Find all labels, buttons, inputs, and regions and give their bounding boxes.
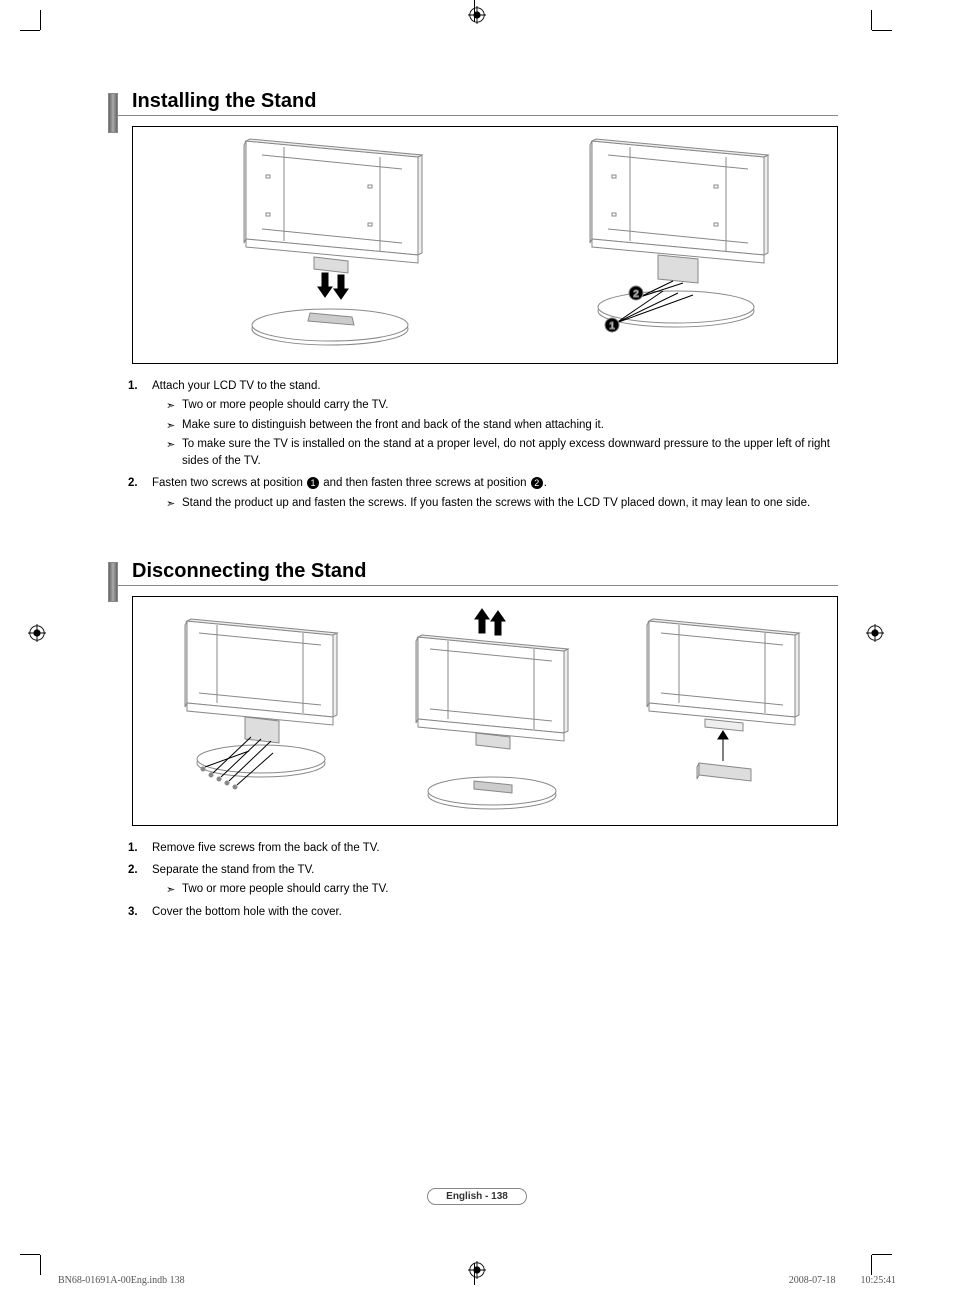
arrow-icon: ➣: [166, 398, 182, 415]
disconnect-diagram: [132, 596, 838, 826]
registration-mark-icon: [468, 6, 486, 24]
arrow-icon: ➣: [166, 437, 182, 472]
svg-text:1: 1: [609, 321, 615, 332]
step-number: 2.: [128, 475, 152, 514]
section-title: Disconnecting the Stand: [132, 560, 366, 583]
tv-install-step1-icon: [162, 133, 462, 357]
registration-mark-icon: [866, 624, 884, 642]
section-bar-icon: [108, 93, 118, 133]
tv-disconnect-step3-icon: [605, 603, 827, 819]
tv-disconnect-step1-icon: [143, 603, 365, 819]
print-file: BN68-01691A-00Eng.indb 138: [58, 1275, 185, 1286]
step-text: Separate the stand from the TV.: [152, 862, 838, 879]
step-number: 3.: [128, 904, 152, 923]
sub-text: Make sure to distinguish between the fro…: [182, 417, 838, 434]
arrow-icon: ➣: [166, 882, 182, 899]
step-number: 1.: [128, 378, 152, 472]
circled-number-icon: 2: [531, 477, 543, 489]
page-number-pill: English - 138: [427, 1188, 527, 1205]
section-disconnecting: Disconnecting the Stand: [108, 560, 838, 923]
sub-text: Two or more people should carry the TV.: [182, 881, 838, 898]
page-footer: English - 138: [0, 1186, 954, 1205]
svg-text:2: 2: [633, 289, 639, 300]
sub-text: Stand the product up and fasten the scre…: [182, 495, 838, 512]
step-text: Fasten two screws at position 1 and then…: [152, 475, 838, 492]
sub-text: Two or more people should carry the TV.: [182, 397, 838, 414]
step-text: Remove five screws from the back of the …: [152, 840, 838, 857]
step-number: 1.: [128, 840, 152, 859]
arrow-icon: ➣: [166, 496, 182, 513]
install-diagram: 2 1: [132, 126, 838, 364]
install-instructions: 1. Attach your LCD TV to the stand. ➣Two…: [128, 378, 838, 514]
circled-number-icon: 1: [307, 477, 319, 489]
registration-mark-icon: [28, 624, 46, 642]
section-bar-icon: [108, 562, 118, 602]
section-installing: Installing the Stand: [108, 90, 838, 514]
step-text: Cover the bottom hole with the cover.: [152, 904, 838, 921]
tv-install-step2-icon: 2 1: [508, 133, 808, 357]
tv-disconnect-step2-icon: [374, 603, 596, 819]
print-stamp: 2008-07-18 10:25:41: [789, 1275, 896, 1286]
step-text: Attach your LCD TV to the stand.: [152, 378, 838, 395]
arrow-icon: ➣: [166, 418, 182, 435]
disconnect-instructions: 1. Remove five screws from the back of t…: [128, 840, 838, 923]
print-footer: BN68-01691A-00Eng.indb 138 2008-07-18 10…: [58, 1275, 896, 1286]
step-number: 2.: [128, 862, 152, 901]
sub-text: To make sure the TV is installed on the …: [182, 436, 838, 471]
section-title: Installing the Stand: [132, 90, 316, 113]
